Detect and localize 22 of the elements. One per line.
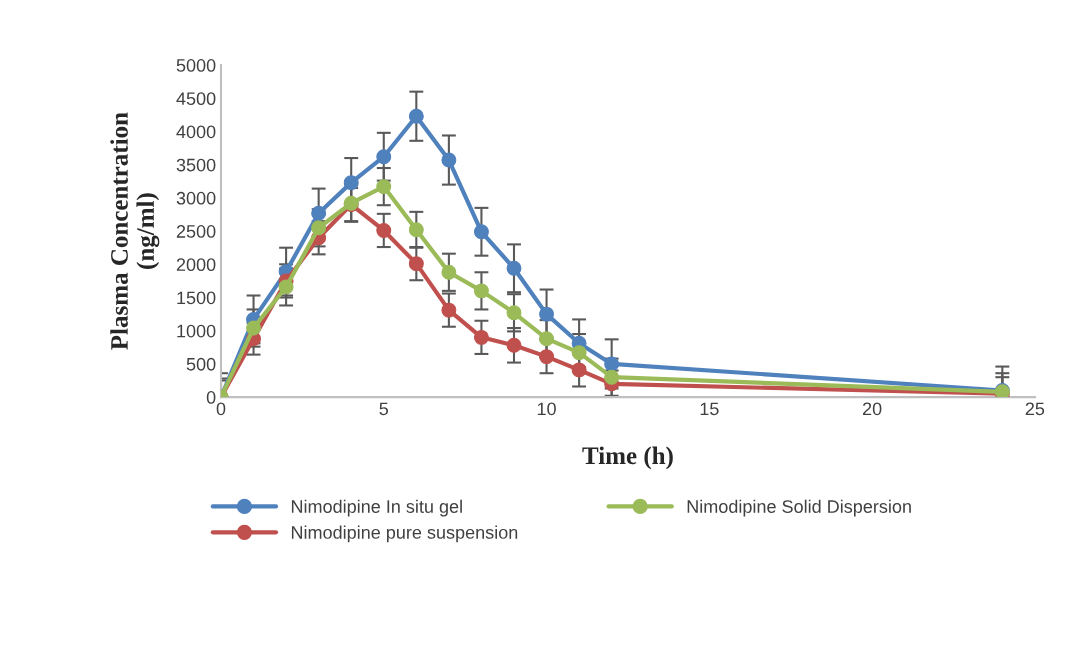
y-tick-label: 0 <box>206 391 216 404</box>
y-tick-label: 3000 <box>176 191 216 205</box>
y-tick-label: 1500 <box>177 291 216 305</box>
y-tick-label: 2000 <box>176 258 216 272</box>
x-tick-label: 5 <box>379 402 389 416</box>
x-tick-label: 10 <box>537 402 556 416</box>
legend-label: Nimodipine Solid Dispersion <box>687 499 911 517</box>
x-axis-title: Time (h) <box>582 446 673 470</box>
x-tick-label: 20 <box>862 402 882 416</box>
x-tick-label: 25 <box>1025 402 1045 416</box>
y-tick-label: 2500 <box>176 225 216 238</box>
y-tick-label: 500 <box>186 357 216 371</box>
y-tick-label: 4000 <box>176 125 216 139</box>
y-tick-label: 1000 <box>177 324 216 338</box>
y-tick-label: 4500 <box>176 92 216 106</box>
y-tick-label: 3500 <box>176 158 216 172</box>
y-axis-title: Plasma Concentration (ng/ml) <box>110 112 160 350</box>
x-tick-label: 15 <box>700 402 719 416</box>
y-tick-label: 5000 <box>176 59 216 72</box>
legend-label: Nimodipine pure suspension <box>291 525 518 543</box>
legend-label: Nimodipine In situ gel <box>291 499 462 517</box>
x-tick-label: 0 <box>216 402 226 416</box>
